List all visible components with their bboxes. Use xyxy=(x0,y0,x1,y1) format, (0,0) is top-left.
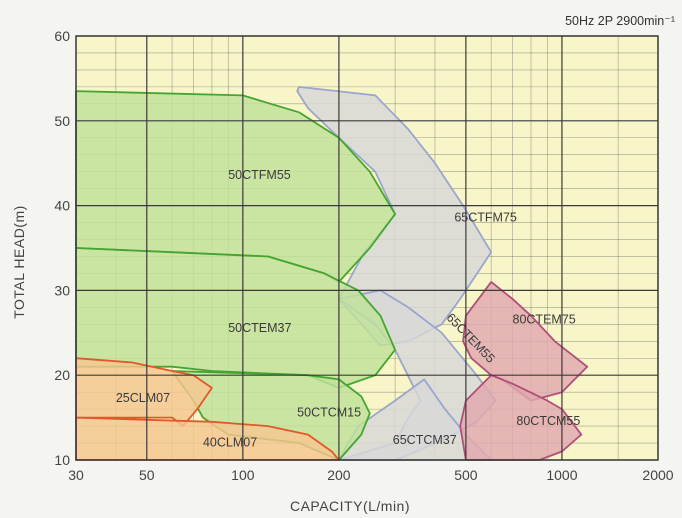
region-label-50ctem37: 50CTEM37 xyxy=(228,321,291,335)
x-tick-label: 1000 xyxy=(546,467,577,483)
region-label-65ctcm37: 65CTCM37 xyxy=(393,433,457,447)
y-axis-title: TOTAL HEAD(m) xyxy=(11,205,27,319)
y-tick-label: 10 xyxy=(54,452,70,468)
y-tick-label: 50 xyxy=(54,113,70,129)
region-label-80ctem75: 80CTEM75 xyxy=(513,312,576,326)
region-label-40clm07: 40CLM07 xyxy=(203,435,257,449)
region-label-80ctcm55: 80CTCM55 xyxy=(516,414,580,428)
y-tick-label: 20 xyxy=(54,367,70,383)
x-axis-title: CAPACITY(L/min) xyxy=(290,498,410,514)
x-tick-label: 2000 xyxy=(642,467,673,483)
x-tick-label: 200 xyxy=(327,467,351,483)
region-label-65ctfm75: 65CTFM75 xyxy=(454,211,517,225)
y-tick-label: 30 xyxy=(54,282,70,298)
y-tick-label: 60 xyxy=(54,28,70,44)
region-label-50ctfm55: 50CTFM55 xyxy=(228,168,291,182)
x-tick-label: 100 xyxy=(231,467,255,483)
x-tick-label: 30 xyxy=(68,467,84,483)
region-label-25clm07: 25CLM07 xyxy=(116,391,170,405)
x-tick-label: 500 xyxy=(454,467,478,483)
region-label-50ctcm15: 50CTCM15 xyxy=(297,406,361,420)
plot-frame xyxy=(75,35,659,461)
region-50ctcm15 xyxy=(171,370,371,461)
x-tick-label: 50 xyxy=(139,467,155,483)
y-tick-label: 40 xyxy=(54,198,70,214)
chart-frequency-note: 50Hz 2P 2900min⁻¹ xyxy=(565,14,675,28)
